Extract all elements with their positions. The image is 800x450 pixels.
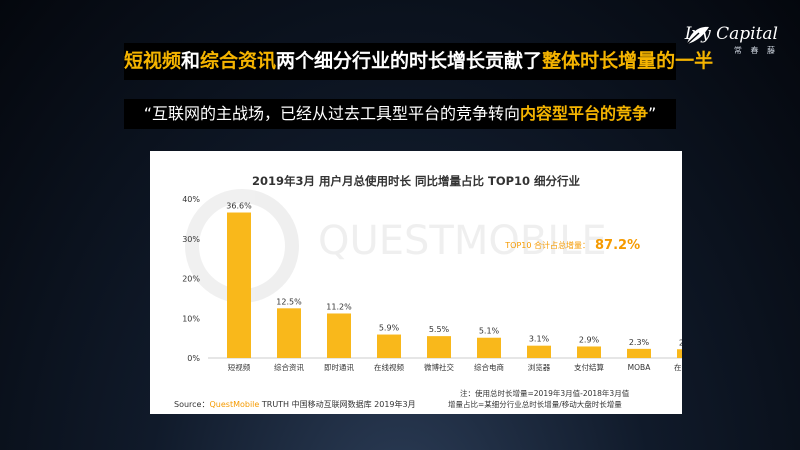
data-label: 2.2% — [679, 338, 682, 347]
data-label: 5.5% — [429, 325, 450, 334]
source-line: Source：QuestMobile TRUTH 中国移动互联网数据库 2019… — [174, 399, 416, 409]
data-label: 5.9% — [379, 324, 400, 333]
source-rest: TRUTH 中国移动互联网数据库 2019年3月 — [259, 399, 415, 409]
bar — [477, 337, 501, 358]
watermark-text: QUESTMOBILE — [318, 218, 607, 264]
note-2: 增量占比=某细分行业总时长增量/移动大盘时长增量 — [448, 399, 622, 409]
x-tick-label: 微博社交 — [424, 362, 454, 372]
subheadline-text-1: “互联网的主战场，已经从过去工具型平台的竞争转向 — [143, 104, 520, 123]
headline: 短视频和综合资讯两个细分行业的时长增长贡献了整体时长增量的一半 — [124, 43, 713, 80]
leaf-logo-icon — [686, 26, 709, 45]
bar — [677, 349, 682, 358]
x-tick-label: 支付结算 — [574, 362, 604, 372]
logo-subtitle: 常 春 藤 — [733, 46, 778, 55]
x-tick-label: 即时通讯 — [324, 362, 354, 372]
data-label: 3.1% — [529, 335, 550, 344]
ivy-capital-logo: Ivy Capital 常 春 藤 — [684, 24, 778, 55]
data-label: 36.6% — [226, 202, 252, 211]
x-tick-label: 在线音乐 — [674, 362, 682, 372]
headline-text-2: 两个细分行业的时长增长贡献了 — [276, 50, 543, 72]
y-tick-label: 10% — [182, 314, 200, 323]
bar — [277, 308, 301, 358]
data-label: 5.1% — [479, 327, 500, 336]
data-label: 12.5% — [276, 297, 302, 306]
bar — [327, 313, 351, 358]
headline-highlight-2: 综合资讯 — [200, 50, 277, 72]
total-label: TOP10 合计占总增量： — [504, 240, 590, 250]
bar — [577, 346, 601, 358]
subheadline-highlight: 内容型平台的竞争 — [519, 104, 648, 123]
x-tick-label: 综合电商 — [474, 362, 504, 372]
y-tick-label: 0% — [187, 354, 200, 363]
bar — [527, 345, 551, 358]
bar — [377, 334, 401, 358]
headline-highlight-3: 整体时长增量的一半 — [542, 50, 714, 72]
source-prefix: Source： — [174, 400, 209, 409]
chart-panel: QUESTMOBILE 2019年3月 用户月总使用时长 同比增量占比 TOP1… — [150, 151, 682, 414]
source-brand: QuestMobile — [209, 400, 259, 409]
subheadline: “互联网的主战场，已经从过去工具型平台的竞争转向内容型平台的竞争” — [124, 99, 676, 129]
headline-text-1: 和 — [181, 50, 201, 72]
data-label: 2.3% — [629, 338, 650, 347]
y-tick-label: 40% — [182, 195, 200, 204]
headline-highlight-1: 短视频 — [124, 50, 182, 72]
x-tick-label: MOBA — [628, 363, 652, 372]
y-tick-label: 20% — [182, 275, 200, 284]
y-tick-label: 30% — [182, 235, 200, 244]
logo-name: Ivy Capital — [684, 24, 778, 44]
x-tick-label: 综合资讯 — [274, 362, 304, 372]
data-label: 11.2% — [326, 302, 352, 311]
note-1: 注：使用总时长增量=2019年3月值-2018年3月值 — [460, 388, 630, 398]
bar — [427, 336, 451, 358]
chart-title: 2019年3月 用户月总使用时长 同比增量占比 TOP10 细分行业 — [252, 174, 581, 188]
subheadline-text-2: ” — [648, 104, 657, 123]
bar — [227, 212, 251, 358]
bar-chart: QUESTMOBILE 2019年3月 用户月总使用时长 同比增量占比 TOP1… — [174, 174, 682, 409]
x-tick-label: 浏览器 — [528, 362, 551, 372]
total-value: 87.2% — [595, 238, 640, 253]
data-label: 2.9% — [579, 335, 600, 344]
x-tick-label: 在线视频 — [374, 362, 404, 372]
bar — [627, 348, 651, 358]
x-tick-label: 短视频 — [228, 362, 251, 372]
watermark: QUESTMOBILE — [185, 189, 607, 303]
